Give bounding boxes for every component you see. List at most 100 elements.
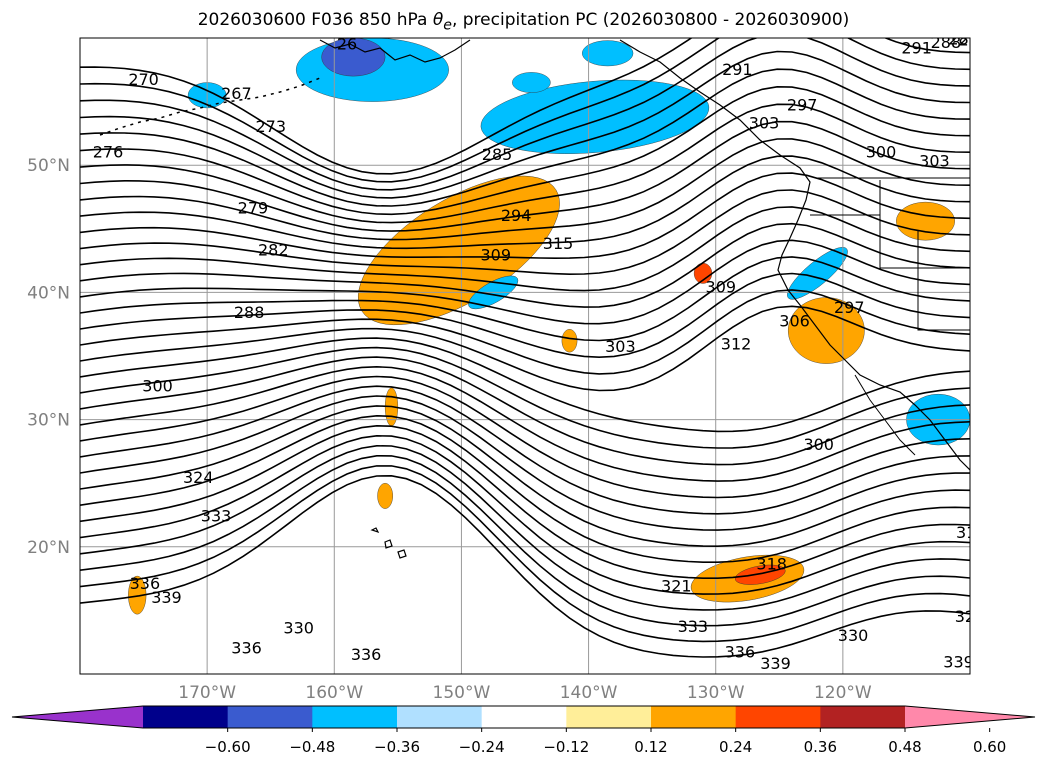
theta-e-contour (80, 385, 970, 515)
contour-label: 297 (787, 96, 818, 115)
contour-labels: 2702672732762792822883003243333363393303… (93, 29, 990, 673)
precip-region (582, 40, 634, 67)
colorbar-over-extend (905, 706, 1035, 728)
contour-label: 300 (803, 435, 834, 454)
colorbar-tick-label: −0.60 (205, 738, 251, 756)
contour-label: 303 (919, 151, 950, 170)
hawaii-islands (370, 527, 407, 559)
colorbar-segment (227, 706, 313, 728)
lon-tick-label: 170°W (178, 683, 236, 703)
theta-e-contour (80, 272, 970, 359)
contour-label: 333 (678, 617, 709, 636)
contour-label: 291 (722, 60, 753, 79)
theta-e-contour (80, 120, 970, 232)
precip-region (896, 201, 955, 241)
chart-title: 2026030600 F036 850 hPa θe, precipitatio… (0, 10, 1047, 33)
theta-e-contour (80, 305, 970, 392)
contour-label: 285 (959, 31, 990, 50)
theta-e-contour (80, 68, 970, 207)
theta-e-contours (80, 38, 970, 658)
colorbar-segment (312, 706, 398, 728)
contour-label: 309 (706, 277, 737, 296)
colorbar-tick-label: 0.60 (973, 738, 1006, 756)
colorbar: −0.60 −0.48 −0.36 −0.24 −0.12 0.12 0.24 0.36 0.4… (11, 705, 1036, 756)
west-coast (619, 39, 970, 471)
precip-region (377, 483, 393, 509)
theta-e-contour (80, 414, 970, 563)
axis-labels: 20°N 30°N 40°N 50°N 170°W 160°W 150°W 140°W 130°… (27, 156, 872, 703)
contour-label: 309 (481, 246, 512, 265)
precip-region (512, 72, 551, 93)
title-prefix: 2026030600 F036 850 hPa (197, 10, 433, 30)
lon-tick-label: 120°W (814, 683, 872, 703)
contour-label: 321 (661, 576, 692, 595)
title-theta-symbol: θ (432, 10, 444, 30)
alaska-coast (319, 39, 471, 63)
theta-e-contour (80, 289, 970, 375)
contour-label: 300 (142, 377, 173, 396)
colorbar-segment (566, 706, 652, 728)
contour-label: 297 (834, 298, 865, 317)
precip-region (561, 329, 578, 353)
colorbar-tick-label: −0.36 (374, 738, 420, 756)
theta-e-contour (80, 206, 970, 292)
colorbar-tick-label: 0.12 (634, 738, 667, 756)
theta-e-contour (80, 356, 970, 466)
theta-e-contour (80, 155, 970, 250)
theta-e-contour (80, 38, 970, 191)
contour-label: 336 (231, 639, 262, 658)
theta-e-contour (80, 444, 970, 611)
contour-label: 330 (283, 618, 314, 637)
colorbar-segment (820, 706, 906, 728)
colorbar-tick-label: 0.48 (888, 738, 921, 756)
colorbar-segment (143, 706, 229, 728)
theta-e-contour (80, 222, 970, 308)
theta-e-contour (80, 189, 970, 276)
theta-e-contour (80, 395, 970, 531)
contour-label: 294 (501, 206, 532, 225)
contour-label: 273 (255, 117, 286, 136)
colorbar-tick-label: 0.24 (719, 738, 752, 756)
lat-tick-label: 30°N (27, 411, 70, 431)
contour-label: 333 (201, 506, 232, 525)
colorbar-outline (11, 705, 1036, 729)
theta-e-contour (80, 465, 970, 643)
contour-label: 339 (760, 654, 791, 673)
contour-label: 336 (130, 574, 161, 593)
contour-label: 306 (779, 312, 810, 331)
contour-label: 330 (838, 626, 869, 645)
contour-label: 285 (482, 145, 513, 164)
contour-label: 291 (901, 38, 932, 57)
theta-e-contour (80, 346, 970, 449)
theta-e-contour (80, 38, 970, 183)
colorbar-segment (397, 706, 483, 728)
colorbar-tick-label: −0.12 (543, 738, 589, 756)
title-suffix: , precipitation PC (2026030800 - 2026030… (451, 10, 850, 30)
contour-label: 336 (351, 645, 382, 664)
contour-label: 282 (948, 29, 979, 48)
lon-tick-label: 160°W (305, 683, 363, 703)
theta-e-contour (80, 103, 970, 224)
theta-e-contour (80, 239, 970, 325)
lon-tick-label: 130°W (687, 683, 745, 703)
contour-label: 288 (931, 33, 962, 52)
precip-region (787, 247, 848, 300)
contour-label: 336 (725, 642, 756, 661)
theta-e-contour (80, 434, 970, 595)
theta-e-contour (80, 256, 970, 342)
theta-e-contour (80, 474, 970, 658)
colorbar-segment (651, 706, 737, 728)
title-theta-subscript: e (443, 17, 452, 34)
theta-e-contour (80, 50, 970, 199)
lat-tick-label: 20°N (27, 538, 70, 558)
colorbar-tick-label: 0.36 (804, 738, 837, 756)
contour-label: 315 (543, 234, 574, 253)
theta-e-contour (80, 337, 970, 433)
contour-label: 312 (721, 335, 752, 354)
theta-e-contour (80, 424, 970, 579)
contour-label: 279 (238, 199, 269, 218)
contour-label: 270 (128, 70, 159, 89)
theta-e-contour (80, 405, 970, 548)
contour-label: 324 (183, 468, 214, 487)
theta-e-contour (80, 375, 970, 499)
